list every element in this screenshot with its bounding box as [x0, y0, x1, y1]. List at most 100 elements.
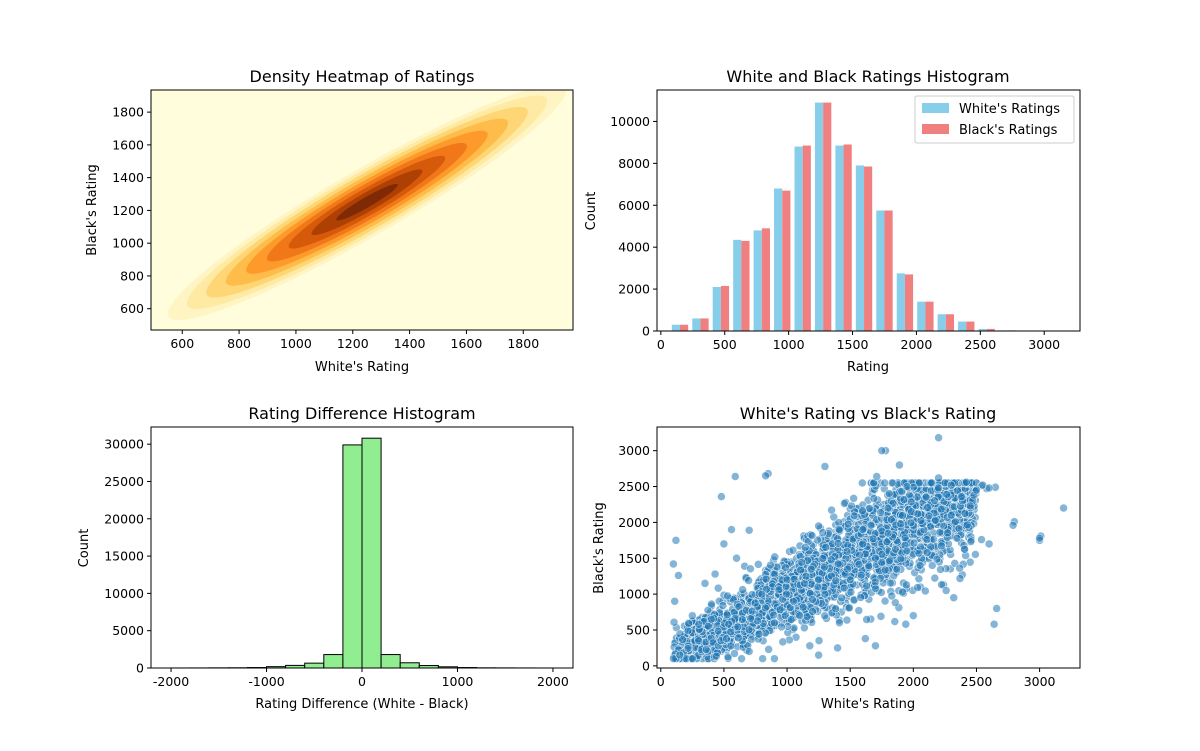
black-rating-bar	[945, 314, 954, 331]
y-tick-label: 6000	[618, 198, 650, 213]
y-tick-label: 10000	[104, 586, 144, 601]
y-tick-label: 0	[136, 661, 144, 676]
legend-swatch-white	[922, 103, 949, 113]
scatter-point	[818, 554, 828, 563]
y-tick-label: 2500	[618, 479, 650, 494]
scatter-point	[880, 565, 890, 575]
white-rating-bar	[835, 145, 844, 331]
y-tick-label: 4000	[618, 240, 650, 255]
scatter-point	[694, 620, 704, 629]
scatter-point	[936, 565, 945, 574]
black-rating-bar	[843, 144, 852, 331]
y-tick-label: 1000	[112, 236, 144, 251]
difference-histogram-bars	[170, 437, 554, 669]
scatter-point	[733, 622, 743, 632]
x-tick-label: 1000	[280, 336, 312, 351]
scatter-point	[868, 534, 878, 544]
x-tick-label: 1000	[442, 674, 474, 689]
scatter-point	[887, 478, 897, 488]
scatter-point	[898, 511, 907, 520]
white-rating-bar	[814, 102, 824, 331]
scatter-point	[845, 603, 854, 613]
difference-histogram-panel: Rating Difference Histogram Rating Diffe…	[77, 404, 574, 712]
scatter-point	[858, 525, 868, 534]
scatter-point	[782, 589, 791, 599]
scatter-point	[797, 558, 806, 567]
difference-bar	[342, 444, 363, 669]
scatter-point	[786, 615, 796, 624]
x-tick-label: 500	[712, 674, 736, 689]
scatter-point	[806, 564, 816, 574]
y-tick-label: 2000	[618, 282, 650, 297]
white-rating-bar	[692, 318, 701, 331]
scatter-axes-frame	[656, 426, 1081, 669]
scatter-point	[914, 574, 924, 584]
scatter-point	[972, 485, 981, 495]
scatter-point	[942, 489, 952, 499]
scatter-point	[754, 560, 763, 569]
y-tick-label: 15000	[104, 549, 144, 564]
scatter-point	[971, 550, 980, 559]
white-rating-bar	[712, 286, 721, 331]
scatter-point	[713, 626, 723, 636]
scatter-point	[744, 576, 753, 585]
scatter-point	[909, 538, 919, 548]
scatter-point	[700, 579, 710, 588]
scatter-point	[669, 559, 678, 569]
heatmap-ticks: 600 800 1000 1200 1400 1600 1800 600 800 1000 1200…	[112, 105, 539, 351]
scatter-point	[808, 607, 817, 616]
scatter-point	[924, 511, 934, 521]
white-rating-bar	[855, 165, 865, 331]
scatter-point	[885, 578, 895, 588]
x-tick-label: 1000	[771, 674, 803, 689]
scatter-point	[901, 619, 911, 629]
scatter-point	[746, 564, 755, 574]
x-tick-label: 3000	[1028, 337, 1060, 352]
scatter-point	[805, 641, 815, 651]
scatter-point	[747, 606, 757, 616]
scatter-point	[861, 634, 870, 643]
scatter-point	[957, 492, 966, 501]
scatter-point	[992, 604, 1001, 613]
scatter-point	[723, 591, 732, 601]
scatter-point	[821, 542, 831, 552]
y-tick-label: 3000	[618, 443, 650, 458]
scatter-point	[683, 643, 693, 653]
scatter-point	[775, 605, 785, 615]
y-tick-label: 2000	[618, 515, 650, 530]
scatter-point	[858, 478, 867, 488]
scatter-point	[814, 636, 824, 645]
legend-box	[914, 95, 1075, 144]
scatter-point	[826, 555, 836, 564]
scatter-point	[962, 520, 972, 530]
x-tick-label: 1400	[394, 336, 426, 351]
scatter-point	[934, 433, 943, 443]
black-rating-bar	[741, 240, 750, 331]
scatter-point	[813, 535, 822, 545]
y-tick-label: 1600	[112, 137, 144, 152]
scatter-point	[807, 531, 817, 540]
scatter-point	[674, 571, 683, 580]
scatter-point	[849, 494, 858, 503]
white-rating-bar	[753, 230, 762, 331]
scatter-point	[849, 511, 859, 521]
white-rating-bar	[978, 328, 987, 331]
scatter-point	[896, 554, 906, 564]
scatter-point	[757, 589, 767, 599]
scatter-point	[831, 576, 841, 586]
difference-bar	[380, 654, 401, 669]
scatter-point	[902, 580, 911, 590]
scatter-point	[960, 509, 970, 518]
scatter-point	[880, 596, 890, 606]
scatter-panel: White's Rating vs Black's Rating White's…	[592, 404, 1081, 712]
scatter-point	[934, 473, 943, 483]
scatter-point	[820, 589, 830, 599]
scatter-point	[788, 545, 798, 555]
scatter-point	[1008, 520, 1018, 530]
x-tick-label: 2000	[897, 674, 929, 689]
scatter-point	[902, 546, 912, 556]
x-tick-label: -1000	[248, 674, 284, 689]
density-contour-level	[336, 183, 398, 221]
scatter-point	[744, 625, 754, 635]
scatter-ticks: 0 500 1000 1500 2000 2500 3000 0 500 1000 1500 2000…	[618, 443, 1055, 689]
